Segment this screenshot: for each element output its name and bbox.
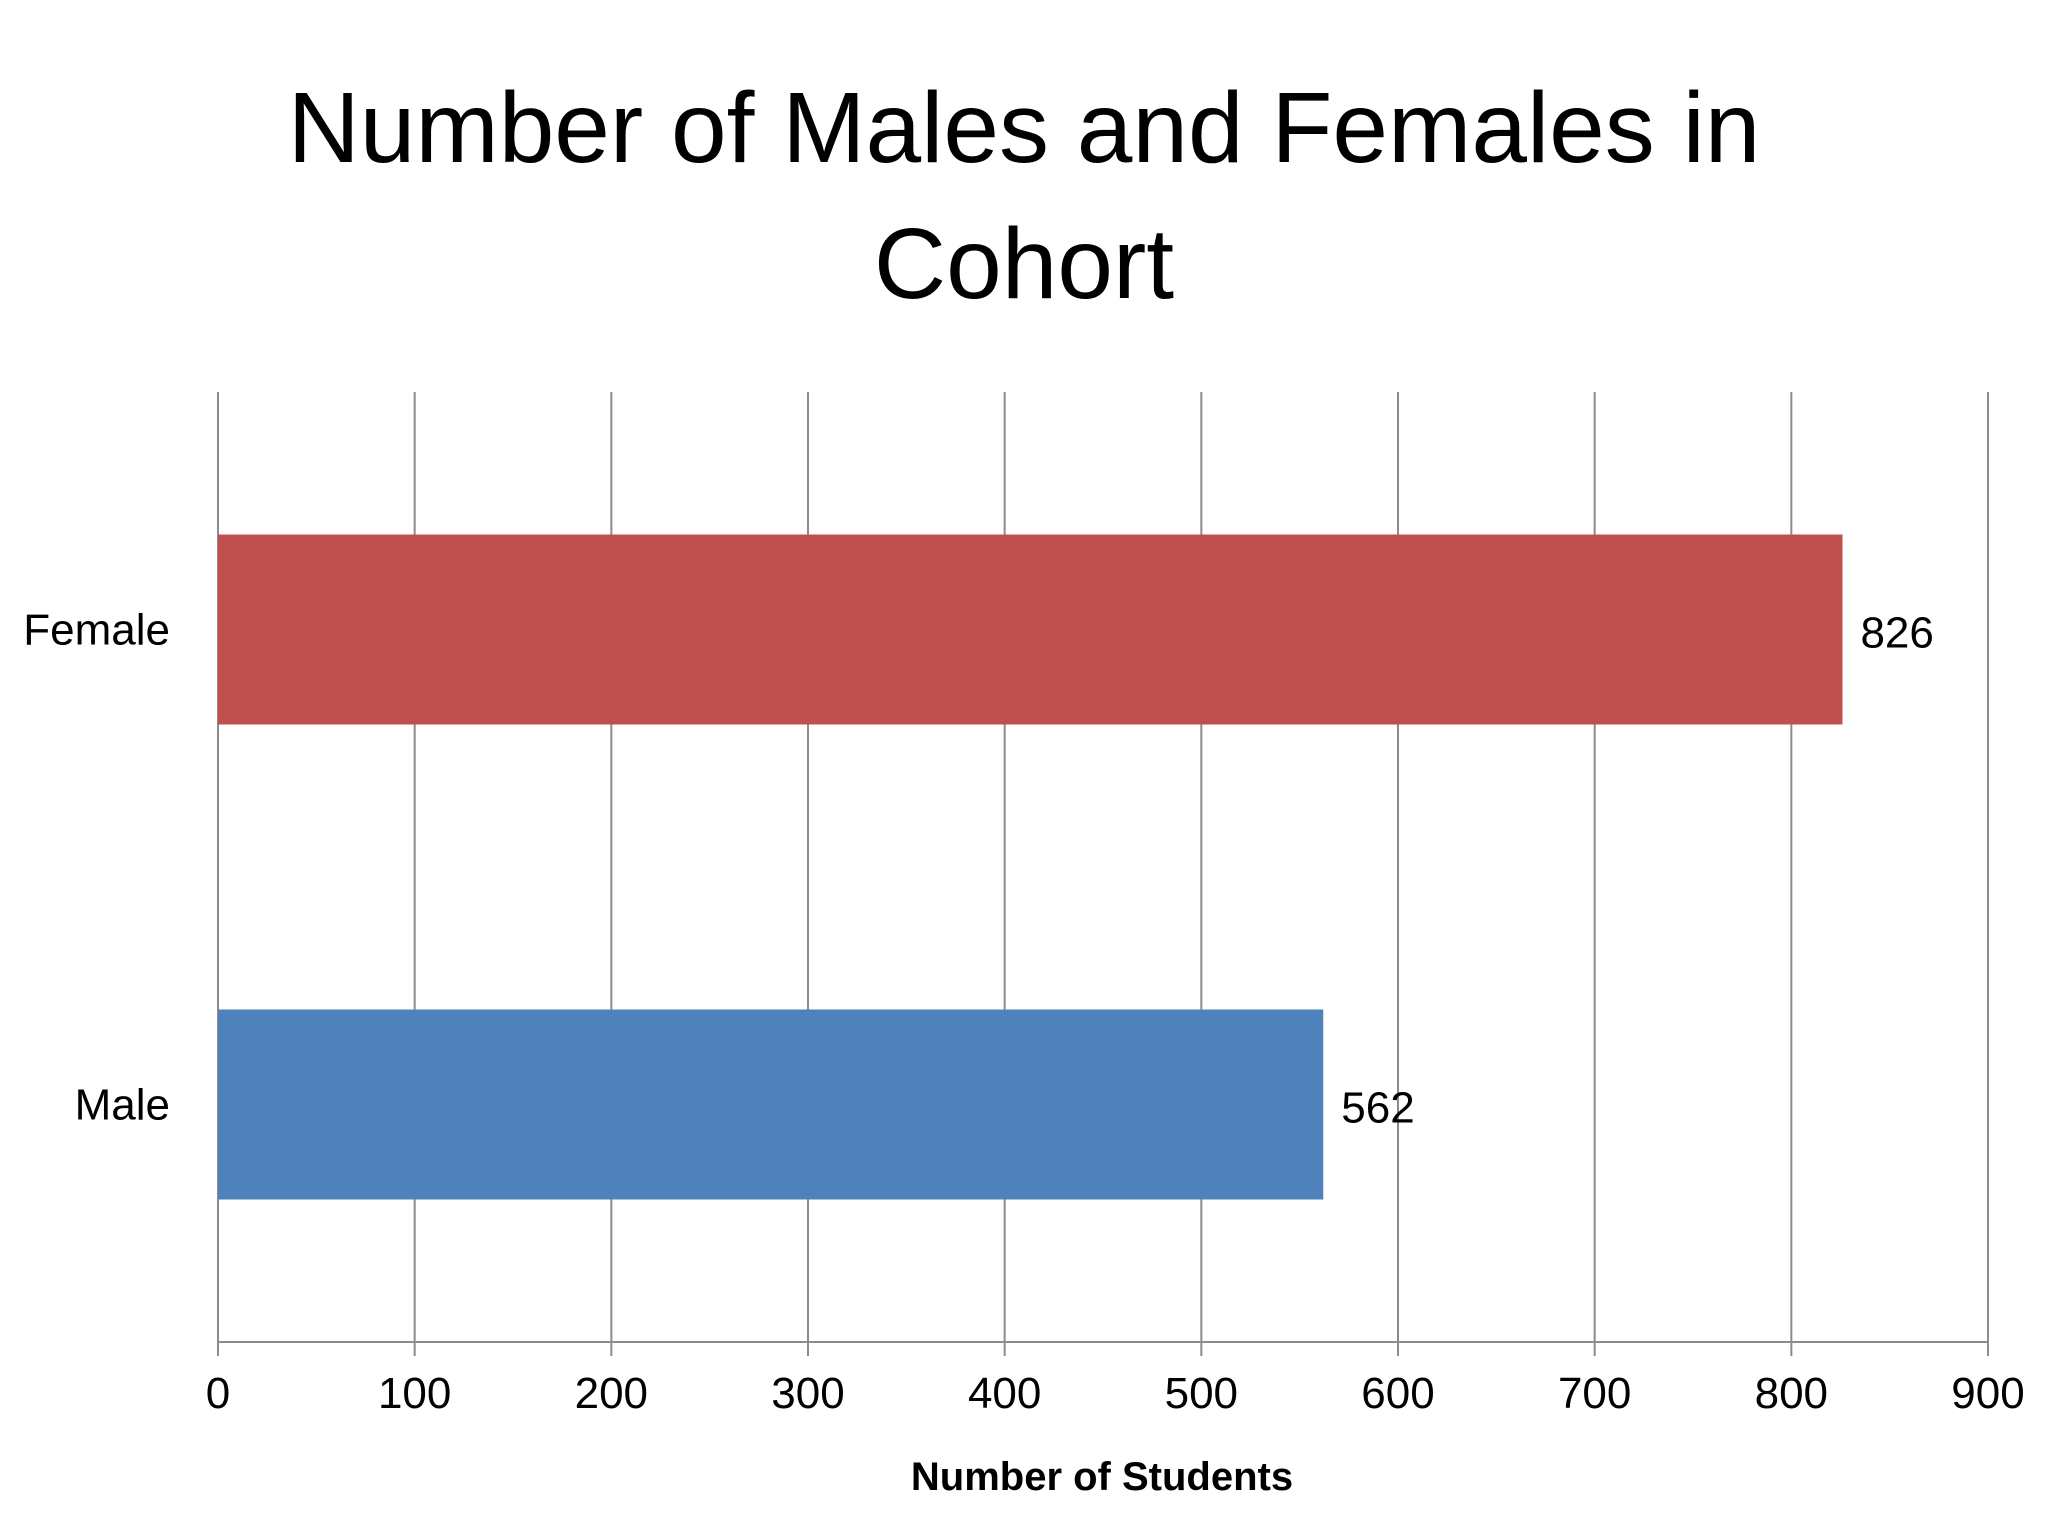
bars	[218, 534, 1843, 1200]
chart-title: Number of Males and Females in Cohort	[0, 60, 2048, 332]
x-tick-label-0: 0	[206, 1369, 230, 1418]
data-label-male: 562	[1341, 1084, 1414, 1133]
x-tick-label-600: 600	[1361, 1369, 1434, 1418]
bar-female	[218, 534, 1843, 725]
x-tick-label-500: 500	[1165, 1369, 1238, 1418]
x-axis-title: Number of Students	[911, 1455, 1293, 1499]
x-tick-label-700: 700	[1558, 1369, 1631, 1418]
x-tick-label-100: 100	[378, 1369, 451, 1418]
data-label-female: 826	[1860, 609, 1933, 658]
x-tick-label-300: 300	[771, 1369, 844, 1418]
labels: Female 826 Male 562	[23, 606, 1934, 1133]
x-tick-label-400: 400	[968, 1369, 1041, 1418]
chart-title-line-1: Number of Males and Females in	[287, 72, 1761, 184]
bar-male	[218, 1009, 1324, 1200]
x-tick-label-200: 200	[575, 1369, 648, 1418]
category-label-female: Female	[23, 606, 170, 655]
x-tick-label-800: 800	[1755, 1369, 1828, 1418]
x-tick-label-900: 900	[1951, 1369, 2024, 1418]
chart-title-line-2: Cohort	[873, 208, 1175, 320]
x-axis: 0 100 200 300 400 500 600 700 800 900	[206, 1341, 2025, 1418]
category-label-male: Male	[75, 1081, 170, 1130]
